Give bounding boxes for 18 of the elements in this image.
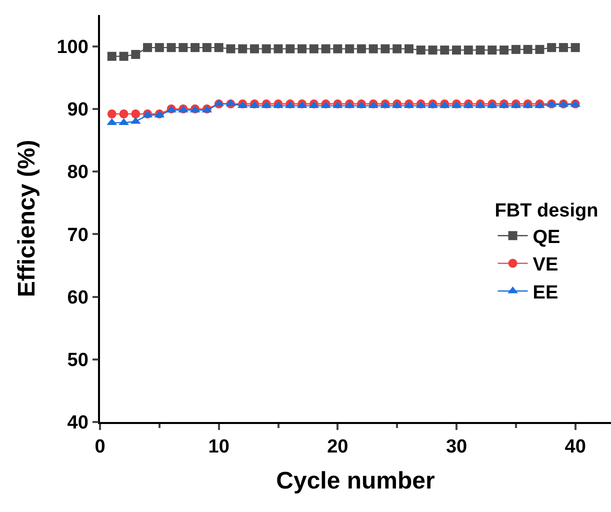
x-tick-label: 40 xyxy=(564,436,586,458)
x-tick-label: 30 xyxy=(446,436,468,458)
y-tick-label: 80 xyxy=(67,162,88,184)
legend-label: VE xyxy=(532,254,558,276)
legend-title: FBT design xyxy=(494,200,598,222)
y-tick-label: 70 xyxy=(67,224,88,246)
y-tick-label: 90 xyxy=(67,100,88,121)
y-tick-label: 40 xyxy=(67,412,88,434)
y-axis-title: Efficiency (%) xyxy=(13,140,40,298)
y-tick-label: 100 xyxy=(56,36,88,58)
x-axis-title: Cycle number xyxy=(276,467,435,494)
y-tick-label: 60 xyxy=(67,287,88,308)
x-tick-label: 10 xyxy=(208,436,230,458)
y-tick-label: 50 xyxy=(67,350,88,372)
x-tick-label: 20 xyxy=(327,436,348,458)
legend-label: QE xyxy=(532,227,560,248)
legend-label: EE xyxy=(532,282,558,304)
x-tick-label: 0 xyxy=(94,436,106,458)
